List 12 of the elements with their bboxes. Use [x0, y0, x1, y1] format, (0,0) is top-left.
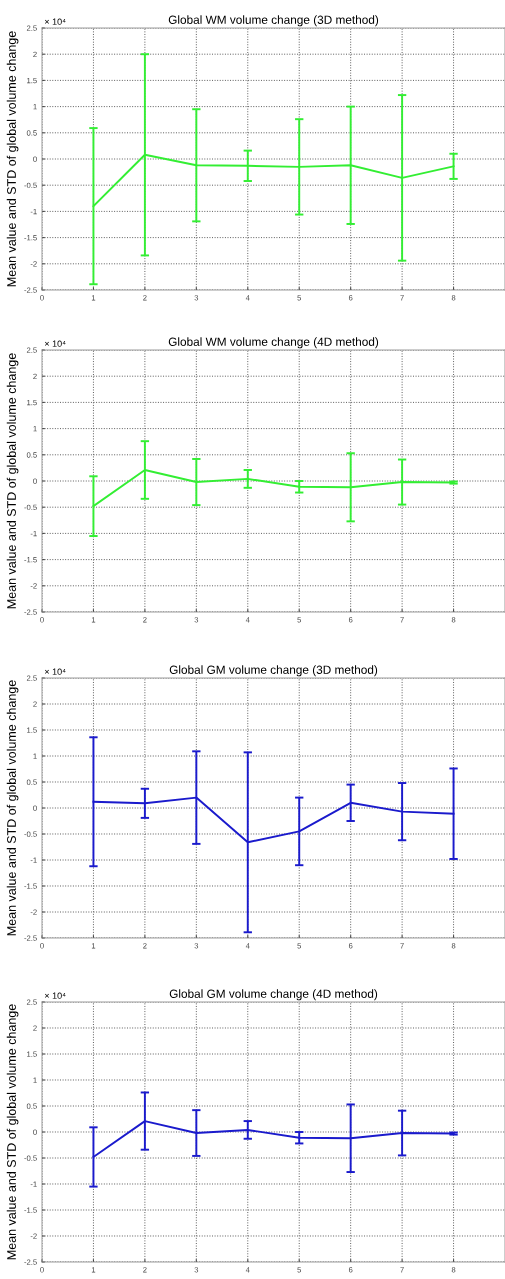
- y-axis-title: Mean value and STD of global volume change: [6, 1004, 19, 1260]
- chart-title: Global WM volume change (4D method): [168, 337, 379, 349]
- text: × 10⁴: [44, 992, 66, 999]
- chart-title: Global GM volume change (3D method): [169, 665, 378, 677]
- chart-title: Global GM volume change (4D method): [169, 989, 378, 1001]
- chart-title: Global WM volume change (3D method): [168, 15, 379, 27]
- text: × 10⁴: [44, 340, 66, 347]
- y-axis-title: Mean value and STD of global volume change: [6, 353, 19, 609]
- text: × 10⁴: [44, 668, 66, 675]
- text: × 10⁴: [44, 18, 66, 25]
- y-axis-title: Mean value and STD of global volume change: [6, 680, 19, 936]
- y-axis-title: Mean value and STD of global volume change: [6, 31, 19, 287]
